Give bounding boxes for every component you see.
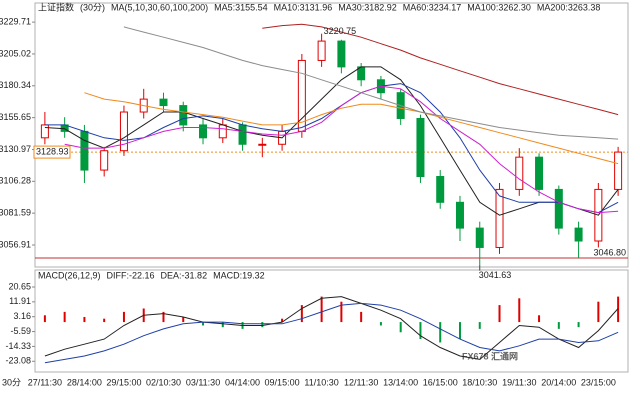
legend-entry: MA5:3155.54	[214, 2, 268, 12]
candle-body	[258, 143, 267, 146]
last-price-box	[33, 145, 71, 159]
candle-body	[574, 227, 583, 242]
legend-entry: MA100:3262.30	[467, 2, 531, 12]
candle-body	[495, 188, 504, 248]
legend-entry: 上证指数	[38, 1, 74, 12]
legend-entry: MA60:3234.17	[403, 2, 462, 12]
ma-line	[44, 66, 619, 216]
watermark: FX678 汇通网	[462, 350, 518, 361]
x-tick-label: 11/10:30	[304, 377, 338, 387]
x-tick-label: 09/15:00	[265, 377, 300, 387]
y-tick-label: -14.33	[5, 341, 31, 351]
x-tick-label: 28/14:00	[67, 377, 102, 387]
y-tick-label: 3.16	[13, 311, 31, 321]
y-tick-label: 3155.65	[0, 112, 31, 122]
legend-entry: MACD:19.32	[213, 270, 265, 280]
support-label: 3046.80	[593, 247, 626, 257]
ma-line	[64, 85, 619, 214]
legend-entry: MA30:3182.92	[338, 2, 397, 12]
y-tick-label: 3180.34	[0, 80, 31, 90]
legend-entry: MA200:3263.38	[537, 2, 601, 12]
ma-line	[84, 92, 619, 165]
period-label: 30分	[2, 377, 21, 387]
y-tick-label: 3205.02	[0, 48, 31, 58]
last-price-label: 3128.93	[36, 146, 69, 156]
x-tick-label: 18/10:30	[462, 377, 497, 387]
candle-body	[80, 130, 89, 171]
ma-line	[262, 23, 619, 116]
y-tick-label: 20.65	[8, 281, 31, 291]
macd-line	[44, 296, 619, 360]
legend-entry: MA10:3131.96	[274, 2, 333, 12]
y-tick-label: 3130.97	[0, 144, 31, 154]
ma-line	[123, 26, 619, 140]
legend-entry: MA(5,10,30,60,100,200)	[111, 2, 208, 12]
y-tick-label: 3056.91	[0, 239, 31, 249]
legend-entry: MACD(26,12,9)	[38, 270, 101, 280]
x-tick-label: 29/15:00	[106, 377, 141, 387]
x-tick-label: 04/14:00	[225, 377, 260, 387]
candle-body	[119, 111, 128, 152]
candle-body	[100, 150, 109, 171]
x-tick-label: 23/15:00	[581, 377, 616, 387]
candle-body	[159, 98, 168, 107]
macd-line	[44, 302, 619, 364]
y-tick-label: 11.91	[9, 296, 31, 306]
y-tick-label: 3229.71	[0, 16, 31, 26]
legend-entry: (30分)	[80, 2, 105, 12]
y-tick-label: -23.08	[5, 356, 31, 366]
candle-body	[614, 151, 623, 190]
candle-body	[218, 124, 227, 139]
candle-body	[475, 227, 484, 248]
main-frame	[34, 2, 629, 268]
candle-body	[199, 124, 208, 139]
legend-entry: DIFF:-22.16	[107, 270, 155, 280]
x-tick-label: 27/11:30	[28, 377, 62, 387]
candle-body	[554, 188, 563, 229]
candle-body	[317, 40, 326, 61]
y-tick-label: 3106.28	[0, 176, 31, 186]
x-tick-label: 03/11:30	[186, 377, 220, 387]
candle-body	[179, 105, 188, 126]
low-mark: 3041.63	[479, 270, 512, 280]
candle-body	[455, 201, 464, 229]
x-tick-label: 19/11:30	[502, 377, 536, 387]
high-mark: 3220.75	[324, 26, 357, 36]
y-tick-label: 3081.59	[0, 208, 31, 218]
x-tick-label: 13/14:00	[383, 377, 418, 387]
candle-body	[416, 117, 425, 178]
y-tick-label: -5.59	[10, 326, 31, 336]
x-tick-label: 02/10:30	[146, 377, 181, 387]
x-tick-label: 20/14:00	[541, 377, 576, 387]
candle-body	[238, 124, 247, 145]
ma-line	[44, 83, 619, 214]
candle-body	[436, 176, 445, 203]
candle-body	[337, 40, 346, 68]
x-tick-label: 16/15:00	[423, 377, 458, 387]
macd-frame	[34, 269, 629, 373]
candle-body	[515, 156, 524, 190]
candle-body	[40, 124, 49, 139]
candle-body	[535, 156, 544, 190]
x-tick-label: 12/11:30	[344, 377, 378, 387]
legend-entry: DEA:-31.82	[161, 270, 208, 280]
